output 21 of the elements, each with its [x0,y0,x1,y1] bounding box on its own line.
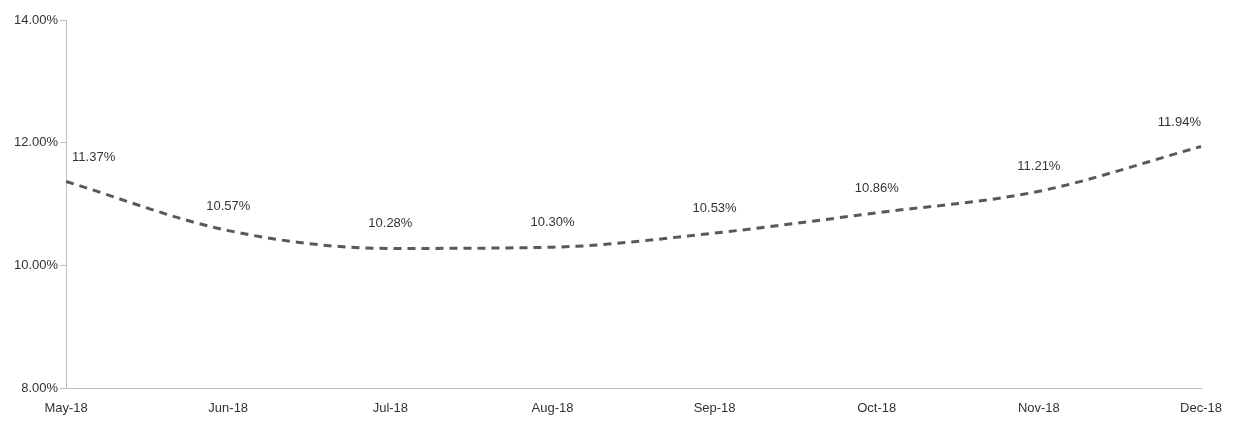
x-tick-label: Sep-18 [693,399,736,415]
x-tick-label: May-18 [44,399,88,415]
x-tick-label: Aug-18 [531,399,574,415]
x-tick-label: Jun-18 [208,399,249,415]
y-tick-label: 14.00% [14,11,59,27]
text: 10.57% [206,197,251,213]
text: 11.37% [72,148,116,164]
text: 10.53% [692,200,737,216]
text: 10.28% [368,215,413,231]
text: 11.94% [1157,113,1201,129]
text: 10.86% [854,179,899,195]
y-tick-label: 8.00% [21,379,59,395]
x-tick-label: Jul-18 [372,399,409,415]
line-series [64,144,1203,250]
y-tick-label: 12.00% [14,134,59,150]
x-tick-label: Oct-18 [857,399,897,415]
x-tick-label: Nov-18 [1017,399,1060,415]
y-tick-label: 10.00% [14,257,59,273]
text: 10.30% [530,214,575,230]
x-tick-label: Dec-18 [1180,399,1222,415]
text: 11.21% [1017,158,1061,174]
